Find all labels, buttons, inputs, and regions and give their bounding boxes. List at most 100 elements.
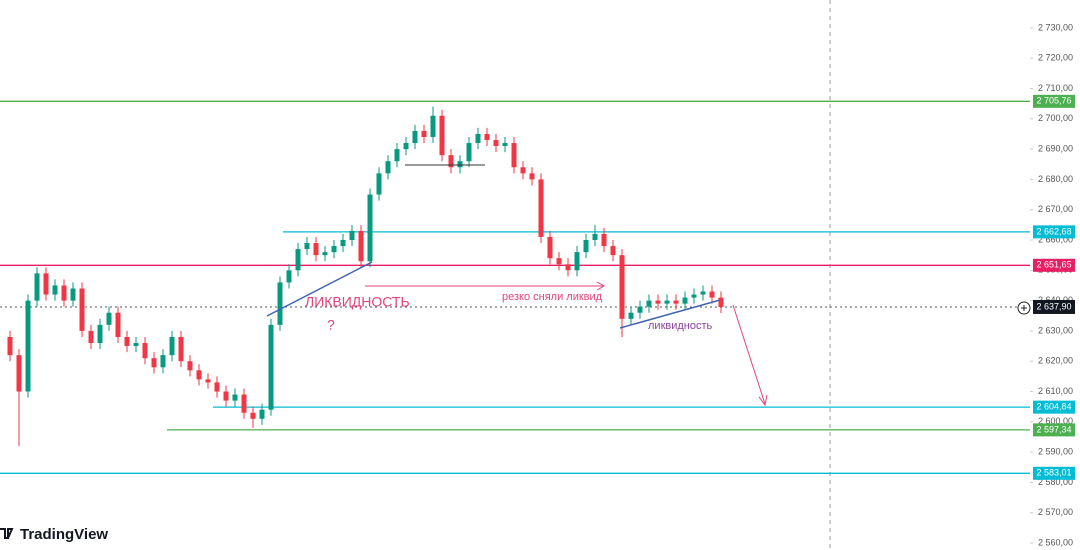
y-tick-label: 2 710,00 xyxy=(1038,83,1073,93)
candle-body xyxy=(358,230,364,262)
candle-body xyxy=(70,288,76,301)
candle-body xyxy=(682,297,688,304)
candle-body xyxy=(250,412,256,419)
level-label: 2 662,68 xyxy=(1036,226,1071,236)
candle-body xyxy=(700,291,706,295)
candle-body xyxy=(124,336,130,347)
y-tick-label: 2 700,00 xyxy=(1038,113,1073,123)
candle-body xyxy=(502,143,508,147)
candle-body xyxy=(232,394,238,401)
candle-body xyxy=(43,273,49,295)
candle-body xyxy=(538,179,544,237)
candle-body xyxy=(403,143,409,150)
level-label-box xyxy=(1033,400,1075,414)
candle-body xyxy=(655,300,661,304)
candle-body xyxy=(367,194,373,262)
crosshair-icon xyxy=(1021,305,1027,311)
candle-body xyxy=(178,336,184,362)
candle-body xyxy=(565,264,571,271)
candle-body xyxy=(484,133,490,140)
candle-body xyxy=(439,115,445,156)
candle-body xyxy=(106,312,112,325)
level-label-box xyxy=(1033,258,1075,272)
candle-body xyxy=(511,143,517,168)
candle-body xyxy=(529,173,535,180)
y-tick-label: 2 580,00 xyxy=(1038,477,1073,487)
y-tick-label: 2 590,00 xyxy=(1038,446,1073,456)
candle-body xyxy=(16,355,22,392)
annotation: ? xyxy=(327,317,335,333)
y-tick-label: 2 680,00 xyxy=(1038,174,1073,184)
y-tick-label: 2 630,00 xyxy=(1038,325,1073,335)
candle-body xyxy=(34,273,40,301)
trend-line xyxy=(266,261,373,317)
candle-body xyxy=(673,300,679,304)
arrow xyxy=(732,304,766,405)
candle-body xyxy=(421,130,427,137)
candle-body xyxy=(133,343,139,347)
level-label: 2 604,84 xyxy=(1036,402,1071,412)
candle-body xyxy=(709,291,715,298)
candle-body xyxy=(142,343,148,359)
candle-body xyxy=(196,370,202,380)
y-tick-label: 2 610,00 xyxy=(1038,386,1073,396)
candle-body xyxy=(646,300,652,307)
candle-body xyxy=(376,173,382,195)
candle-body xyxy=(457,161,463,168)
candle-body xyxy=(223,391,229,401)
candle-body xyxy=(160,355,166,368)
annotation: ЛИКВИДНОСТЬ xyxy=(305,294,410,310)
candle-body xyxy=(52,285,58,295)
candle-body xyxy=(295,249,301,271)
candle-body xyxy=(304,243,310,250)
candle-body xyxy=(664,300,670,304)
level-label-box xyxy=(1033,423,1075,437)
level-label: 2 597,34 xyxy=(1036,424,1071,434)
candle-body xyxy=(592,233,598,240)
y-tick-label: 2 600,00 xyxy=(1038,416,1073,426)
level-label-box xyxy=(1033,466,1075,480)
y-tick-label: 2 570,00 xyxy=(1038,507,1073,517)
candle-body xyxy=(277,282,283,325)
candle-body xyxy=(187,361,193,371)
candle-body xyxy=(7,336,13,356)
candle-body xyxy=(637,306,643,313)
candle-body xyxy=(259,409,265,419)
candle-body xyxy=(268,324,274,410)
candle-body xyxy=(97,324,103,344)
candle-body xyxy=(583,240,589,253)
y-tick-label: 2 660,00 xyxy=(1038,234,1073,244)
y-tick-label: 2 720,00 xyxy=(1038,53,1073,63)
candle-body xyxy=(286,270,292,283)
candle-body xyxy=(340,240,346,247)
candle-body xyxy=(691,294,697,298)
level-label-box xyxy=(1033,94,1075,108)
last-price-box xyxy=(1033,299,1075,314)
arrow-head xyxy=(758,394,768,407)
candle-body xyxy=(610,246,616,256)
candle-body xyxy=(466,143,472,162)
candle-body xyxy=(61,285,67,301)
annotation: ликвидность xyxy=(648,320,713,332)
candle-body xyxy=(475,133,481,144)
candle-body xyxy=(313,243,319,256)
logo-icon xyxy=(0,528,14,539)
brand: TradingView xyxy=(20,526,108,543)
candle-body xyxy=(547,236,553,259)
candle-body xyxy=(331,246,337,253)
trend-line xyxy=(619,299,721,329)
candle-body xyxy=(349,230,355,240)
level-label: 2 651,65 xyxy=(1036,260,1071,270)
candle-body xyxy=(79,288,85,331)
candle-body xyxy=(493,140,499,147)
candle-body xyxy=(169,336,175,356)
y-tick-label: 2 670,00 xyxy=(1038,204,1073,214)
candle-body xyxy=(628,312,634,319)
candle-body xyxy=(25,300,31,392)
candle-body xyxy=(601,233,607,247)
level-label: 2 705,76 xyxy=(1036,96,1071,106)
y-tick-label: 2 560,00 xyxy=(1038,537,1073,547)
candle-body xyxy=(619,255,625,319)
candle-body xyxy=(412,130,418,144)
candle-body xyxy=(214,382,220,392)
